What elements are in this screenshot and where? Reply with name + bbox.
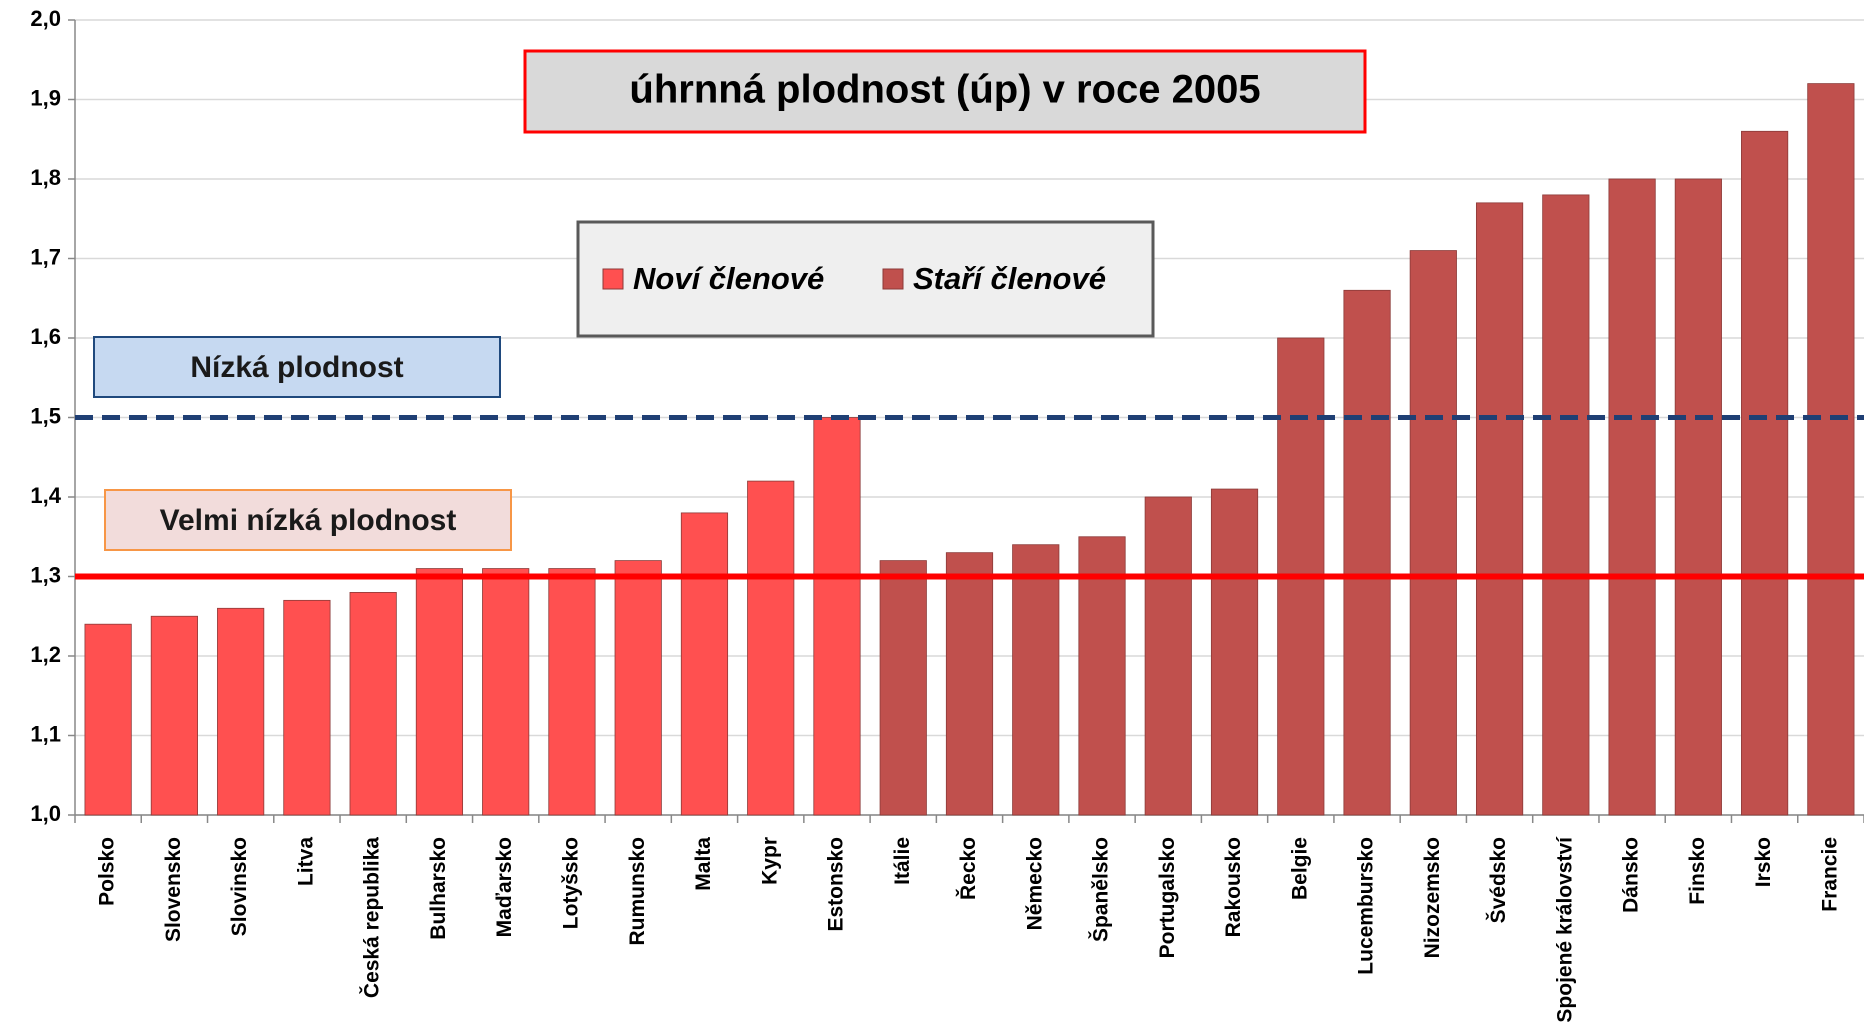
chart-title: úhrnná plodnost (úp) v roce 2005: [629, 68, 1260, 112]
x-tick-label: Slovensko: [162, 837, 185, 942]
y-tick-label: 1,7: [30, 244, 61, 269]
x-tick-label: Švédsko: [1486, 837, 1510, 923]
bar: [84, 623, 132, 816]
x-tick-label: Belgie: [1288, 837, 1311, 900]
bar: [1608, 178, 1656, 816]
x-tick-label: Portugalsko: [1156, 837, 1179, 958]
x-tick-label: Nizozemsko: [1421, 837, 1444, 958]
x-tick-label: Rakousko: [1222, 837, 1245, 937]
x-tick-label: Spojené království: [1553, 836, 1576, 1023]
bars: [84, 83, 1855, 816]
y-tick-label: 1,1: [30, 721, 61, 746]
x-tick-label: Polsko: [96, 837, 119, 906]
bar: [614, 560, 662, 816]
y-tick-label: 1,8: [30, 165, 61, 190]
x-tick-label: Irsko: [1752, 837, 1775, 887]
x-tick-label: Německo: [1023, 837, 1046, 930]
bar: [1210, 488, 1259, 816]
legend-swatch: [602, 268, 624, 290]
bar: [1741, 130, 1789, 816]
x-tick-label: Rumunsko: [626, 837, 649, 946]
bar: [217, 607, 265, 816]
x-tick-label: Slovinsko: [228, 837, 251, 936]
reference-label: Nízká plodnost: [190, 351, 403, 384]
y-tick-label: 1,3: [30, 562, 61, 587]
y-tick-label: 1,9: [30, 85, 61, 110]
bar: [1674, 178, 1722, 816]
bar: [1144, 496, 1192, 816]
x-tick-label: Estonsko: [825, 837, 848, 932]
x-tick-label: Kypr: [758, 837, 781, 885]
bar: [1807, 83, 1855, 816]
x-tick-label: Francie: [1818, 837, 1841, 912]
bar: [747, 480, 795, 816]
reference-label: Velmi nízká plodnost: [160, 504, 457, 537]
x-tick-label: Finsko: [1686, 837, 1709, 905]
reference-box: [93, 336, 501, 398]
legend-label: Staří členové: [913, 261, 1106, 296]
bar: [1343, 289, 1391, 816]
x-tick-label: Bulharsko: [427, 837, 450, 940]
bar: [150, 615, 198, 816]
y-tick-label: 1,5: [30, 403, 61, 428]
bar: [680, 512, 729, 816]
x-tick-label: Lucembursko: [1355, 837, 1378, 975]
reference-box: [104, 489, 512, 551]
x-tick-label: Litva: [294, 837, 317, 886]
x-tick-label: Malta: [692, 837, 715, 891]
bar: [1409, 250, 1457, 816]
x-tick-label: Lotyšsko: [559, 837, 582, 929]
x-tick-label: Řecko: [956, 837, 980, 900]
legend-box: [576, 220, 1155, 338]
title-box: [523, 49, 1367, 134]
y-tick-label: 1,0: [30, 801, 61, 826]
bar: [945, 552, 994, 816]
y-tick-label: 1,2: [30, 642, 61, 667]
overlay: Nízká plodnost Velmi nízká plodnost: [75, 336, 1864, 580]
x-tick-label: Itálie: [891, 837, 914, 885]
y-tick-label: 2,0: [30, 6, 61, 31]
x-tick-label: Maďarsko: [493, 837, 516, 937]
bar: [283, 599, 331, 816]
x-tick-label: Česká republika: [360, 837, 384, 998]
bar: [1542, 194, 1590, 816]
x-tick-label: Dánsko: [1620, 837, 1643, 913]
bar: [1078, 536, 1126, 816]
bar: [548, 568, 596, 816]
x-tick-label: Španělsko: [1089, 837, 1113, 942]
legend-label: Noví členové: [633, 261, 824, 296]
bar: [1012, 544, 1060, 816]
bar: [1475, 202, 1524, 816]
bar: [349, 592, 397, 816]
bar: [415, 568, 464, 816]
y-tick-label: 1,4: [30, 483, 61, 508]
bar: [879, 560, 927, 816]
bar: [482, 568, 530, 816]
legend-swatch: [882, 268, 904, 290]
y-tick-label: 1,6: [30, 324, 61, 349]
bar: [813, 417, 861, 816]
